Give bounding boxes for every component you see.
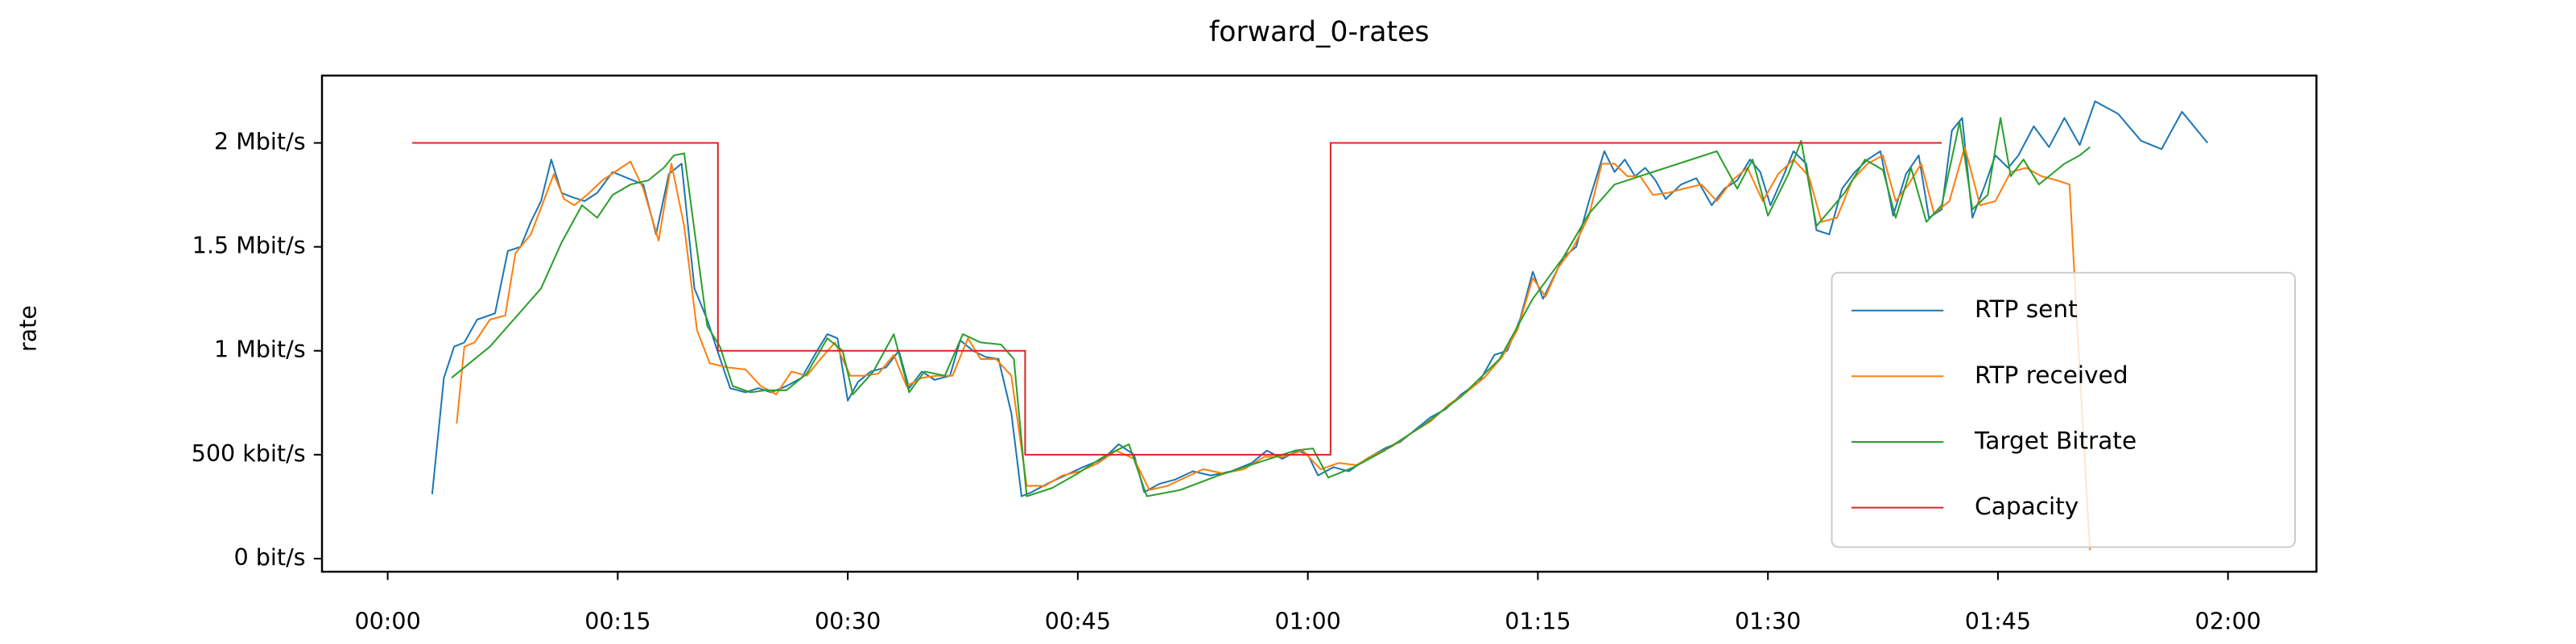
x-tick-label: 00:45 [1045,607,1111,634]
x-tick-label: 01:00 [1274,607,1340,634]
y-tick-label: 1.5 Mbit/s [192,232,306,259]
legend-label: Target Bitrate [1974,427,2136,454]
x-tick-label: 01:15 [1505,607,1571,634]
x-tick-label: 00:00 [354,607,420,634]
series-line [456,146,2091,551]
y-tick-label: 2 Mbit/s [214,128,306,155]
chart-title: forward_0-rates [1209,16,1429,48]
legend-box [1831,271,2297,548]
y-tick-label: 0 bit/s [234,543,306,571]
x-tick-label: 00:30 [815,607,881,634]
x-tick-label: 00:15 [584,607,650,634]
series-line [451,117,2091,497]
plot-area [412,100,2209,551]
x-tick-label: 01:30 [1735,607,1801,634]
x-tick-label: 02:00 [2195,607,2261,634]
series-line [412,142,1942,456]
legend-label: RTP received [1975,361,2128,389]
legend-label: RTP sent [1975,295,2078,323]
y-tick-label: 500 kbit/s [192,440,306,467]
axes-frame [320,74,2318,573]
y-tick-label: 1 Mbit/s [214,336,306,363]
legend-label: Capacity [1975,493,2079,520]
y-axis-label: rate [14,305,42,352]
legend: RTP sent RTP received Target Bitrate Capaci… [1831,271,2297,548]
x-tick-label: 01:45 [1965,607,2031,634]
